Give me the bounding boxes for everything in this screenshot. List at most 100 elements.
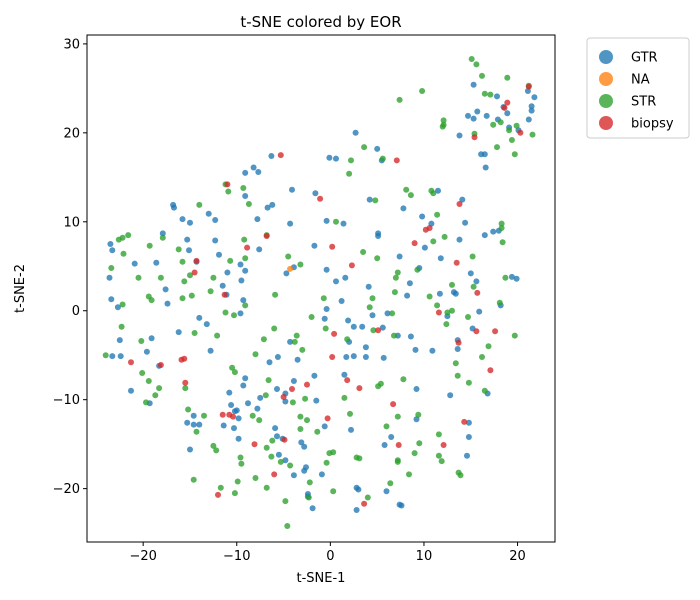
data-point-gtr	[116, 337, 123, 344]
data-point-biopsy	[356, 385, 363, 392]
data-point-gtr	[465, 434, 472, 440]
y-tick-label: 30	[63, 37, 80, 52]
data-point-str	[185, 406, 192, 413]
data-point-biopsy	[440, 442, 447, 448]
data-point-gtr	[226, 389, 233, 396]
data-point-str	[333, 218, 339, 225]
data-point-gtr	[164, 300, 171, 307]
data-point-gtr	[196, 421, 203, 428]
x-axis: −20 −10 0 10 20	[129, 542, 526, 564]
data-point-str	[229, 364, 236, 371]
data-point-str	[268, 453, 275, 460]
data-point-biopsy	[361, 500, 368, 507]
data-point-biopsy	[263, 233, 270, 239]
data-point-str	[271, 325, 278, 332]
legend-marker-na	[599, 72, 613, 86]
data-point-str	[434, 211, 441, 218]
y-tick-label: 0	[72, 304, 80, 319]
data-point-str	[392, 274, 399, 281]
data-point-gtr	[179, 216, 186, 223]
data-point-str	[487, 91, 494, 98]
data-point-gtr	[268, 153, 275, 159]
data-point-str	[504, 74, 511, 81]
data-point-gtr	[404, 292, 411, 299]
data-point-biopsy	[426, 225, 433, 231]
data-point-str	[330, 488, 337, 495]
data-point-str	[391, 332, 397, 339]
data-point-str	[222, 309, 229, 316]
data-point-gtr	[216, 251, 222, 258]
data-point-str	[377, 380, 384, 387]
data-point-str	[389, 310, 396, 317]
data-point-gtr	[429, 347, 436, 354]
data-point-gtr	[245, 400, 251, 407]
legend-label-biopsy: biopsy	[631, 117, 674, 132]
data-point-gtr	[287, 220, 294, 227]
y-axis: −20 −10 0 10 20 30	[53, 37, 87, 497]
data-point-biopsy	[324, 415, 331, 422]
data-point-str	[406, 471, 412, 478]
data-point-str	[297, 426, 304, 432]
data-point-biopsy	[331, 330, 338, 337]
data-point-biopsy	[230, 413, 236, 420]
data-point-gtr	[437, 255, 444, 262]
data-point-gtr	[289, 186, 295, 193]
data-point-gtr	[528, 107, 535, 114]
x-tick-label: −20	[129, 549, 156, 564]
data-point-gtr	[128, 387, 134, 394]
data-point-gtr	[508, 273, 515, 280]
data-point-str	[391, 289, 398, 296]
data-point-gtr	[343, 354, 350, 360]
data-point-biopsy	[128, 359, 134, 366]
data-point-gtr	[473, 278, 480, 285]
data-point-gtr	[447, 392, 454, 399]
data-point-str	[262, 392, 269, 399]
data-point-gtr	[375, 233, 382, 239]
data-point-gtr	[383, 488, 390, 495]
data-point-gtr	[456, 236, 463, 243]
data-point-gtr	[231, 425, 237, 432]
data-point-str	[265, 377, 272, 384]
data-point-gtr	[237, 261, 244, 268]
data-point-gtr	[256, 246, 263, 253]
data-point-gtr	[494, 93, 500, 100]
data-point-gtr	[365, 283, 372, 290]
data-point-str	[473, 61, 480, 68]
data-point-str	[490, 121, 497, 128]
data-point-str	[511, 332, 518, 339]
data-point-str	[496, 299, 503, 306]
legend-marker-biopsy	[599, 116, 613, 130]
legend-label-gtr: GTR	[631, 51, 658, 66]
data-point-str	[242, 302, 249, 309]
data-point-str	[217, 484, 224, 491]
data-point-gtr	[398, 502, 405, 509]
data-point-gtr	[396, 253, 403, 260]
data-point-str	[241, 236, 248, 243]
data-point-str	[415, 411, 422, 418]
data-point-biopsy	[251, 441, 258, 448]
data-point-str	[119, 234, 126, 241]
data-point-str	[449, 281, 455, 288]
data-point-gtr	[435, 187, 441, 194]
data-point-str	[305, 494, 312, 501]
data-point-str	[118, 323, 125, 330]
data-point-str	[468, 56, 475, 62]
data-point-str	[443, 321, 450, 328]
data-point-str	[435, 431, 442, 438]
data-point-str	[369, 295, 376, 302]
data-point-str	[435, 452, 442, 459]
data-point-str	[508, 137, 515, 143]
data-point-gtr	[238, 277, 245, 284]
data-point-str	[263, 484, 270, 491]
y-tick-label: −20	[53, 482, 80, 497]
data-point-gtr	[359, 323, 366, 330]
data-point-str	[511, 151, 518, 158]
data-point-gtr	[366, 196, 373, 203]
data-point-str	[416, 440, 423, 447]
data-point-str	[214, 332, 221, 339]
data-point-str	[201, 412, 207, 419]
data-point-str	[179, 258, 186, 265]
data-point-biopsy	[191, 269, 198, 276]
data-point-gtr	[513, 275, 520, 282]
data-point-str	[302, 395, 309, 402]
